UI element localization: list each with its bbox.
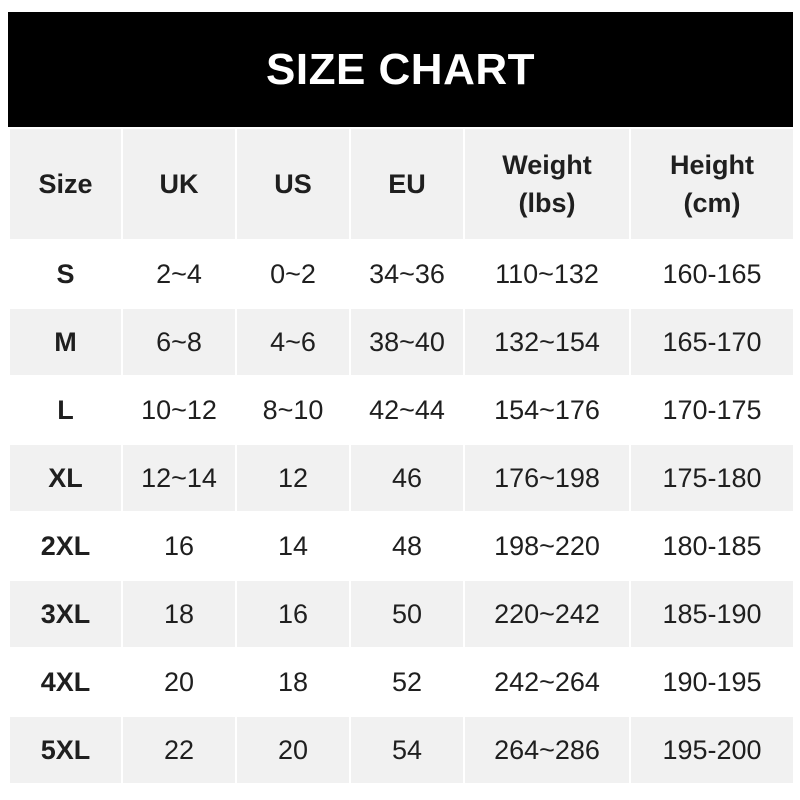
table-row: S 2~4 0~2 34~36 110~132 160-165 <box>8 239 795 309</box>
table-row: 2XL 16 14 48 198~220 180-185 <box>8 511 795 581</box>
cell-height: 185-190 <box>629 579 795 649</box>
cell-uk: 18 <box>121 579 237 649</box>
table-row: M 6~8 4~6 38~40 132~154 165-170 <box>8 307 795 377</box>
cell-size: M <box>8 307 123 377</box>
cell-eu: 50 <box>349 579 465 649</box>
cell-us: 18 <box>235 647 351 717</box>
cell-uk: 20 <box>121 647 237 717</box>
cell-us: 8~10 <box>235 375 351 445</box>
cell-height: 180-185 <box>629 511 795 581</box>
column-header-size: Size <box>8 127 123 241</box>
column-header-label: Weight <box>502 150 592 180</box>
cell-size: 4XL <box>8 647 123 717</box>
cell-uk: 22 <box>121 715 237 785</box>
column-header-label: Height <box>670 150 754 180</box>
column-header-uk: UK <box>121 127 237 241</box>
cell-us: 0~2 <box>235 239 351 309</box>
cell-size: 3XL <box>8 579 123 649</box>
cell-uk: 16 <box>121 511 237 581</box>
cell-weight: 132~154 <box>463 307 631 377</box>
cell-uk: 12~14 <box>121 443 237 513</box>
table-row: 3XL 18 16 50 220~242 185-190 <box>8 579 795 649</box>
table-row: XL 12~14 12 46 176~198 175-180 <box>8 443 795 513</box>
column-header-label: EU <box>388 169 426 199</box>
cell-uk: 6~8 <box>121 307 237 377</box>
cell-weight: 154~176 <box>463 375 631 445</box>
cell-size: L <box>8 375 123 445</box>
cell-eu: 48 <box>349 511 465 581</box>
table-row: L 10~12 8~10 42~44 154~176 170-175 <box>8 375 795 445</box>
cell-eu: 46 <box>349 443 465 513</box>
cell-size: S <box>8 239 123 309</box>
cell-height: 195-200 <box>629 715 795 785</box>
table-row: 5XL 22 20 54 264~286 195-200 <box>8 715 795 785</box>
cell-eu: 54 <box>349 715 465 785</box>
cell-us: 14 <box>235 511 351 581</box>
size-chart-table: Size UK US EU Weight (lbs) Height (cm) S 2~4 0~2 3… <box>8 127 795 785</box>
size-chart-title: SIZE CHART <box>8 12 793 127</box>
cell-eu: 38~40 <box>349 307 465 377</box>
cell-size: 5XL <box>8 715 123 785</box>
header-row: Size UK US EU Weight (lbs) Height (cm) <box>8 127 795 241</box>
cell-us: 12 <box>235 443 351 513</box>
column-header-eu: EU <box>349 127 465 241</box>
cell-eu: 52 <box>349 647 465 717</box>
column-header-unit: (lbs) <box>518 188 576 218</box>
column-header-height: Height (cm) <box>629 127 795 241</box>
cell-uk: 2~4 <box>121 239 237 309</box>
column-header-weight: Weight (lbs) <box>463 127 631 241</box>
column-header-unit: (cm) <box>683 188 741 218</box>
column-header-us: US <box>235 127 351 241</box>
cell-weight: 198~220 <box>463 511 631 581</box>
cell-weight: 242~264 <box>463 647 631 717</box>
cell-weight: 110~132 <box>463 239 631 309</box>
cell-us: 16 <box>235 579 351 649</box>
column-header-label: US <box>274 169 312 199</box>
cell-size: XL <box>8 443 123 513</box>
table-row: 4XL 20 18 52 242~264 190-195 <box>8 647 795 717</box>
cell-weight: 220~242 <box>463 579 631 649</box>
cell-eu: 34~36 <box>349 239 465 309</box>
cell-weight: 176~198 <box>463 443 631 513</box>
column-header-label: UK <box>159 169 199 199</box>
cell-weight: 264~286 <box>463 715 631 785</box>
cell-height: 170-175 <box>629 375 795 445</box>
cell-eu: 42~44 <box>349 375 465 445</box>
cell-height: 160-165 <box>629 239 795 309</box>
column-header-label: Size <box>38 169 93 199</box>
cell-size: 2XL <box>8 511 123 581</box>
cell-us: 4~6 <box>235 307 351 377</box>
cell-us: 20 <box>235 715 351 785</box>
cell-height: 175-180 <box>629 443 795 513</box>
cell-height: 190-195 <box>629 647 795 717</box>
cell-uk: 10~12 <box>121 375 237 445</box>
cell-height: 165-170 <box>629 307 795 377</box>
